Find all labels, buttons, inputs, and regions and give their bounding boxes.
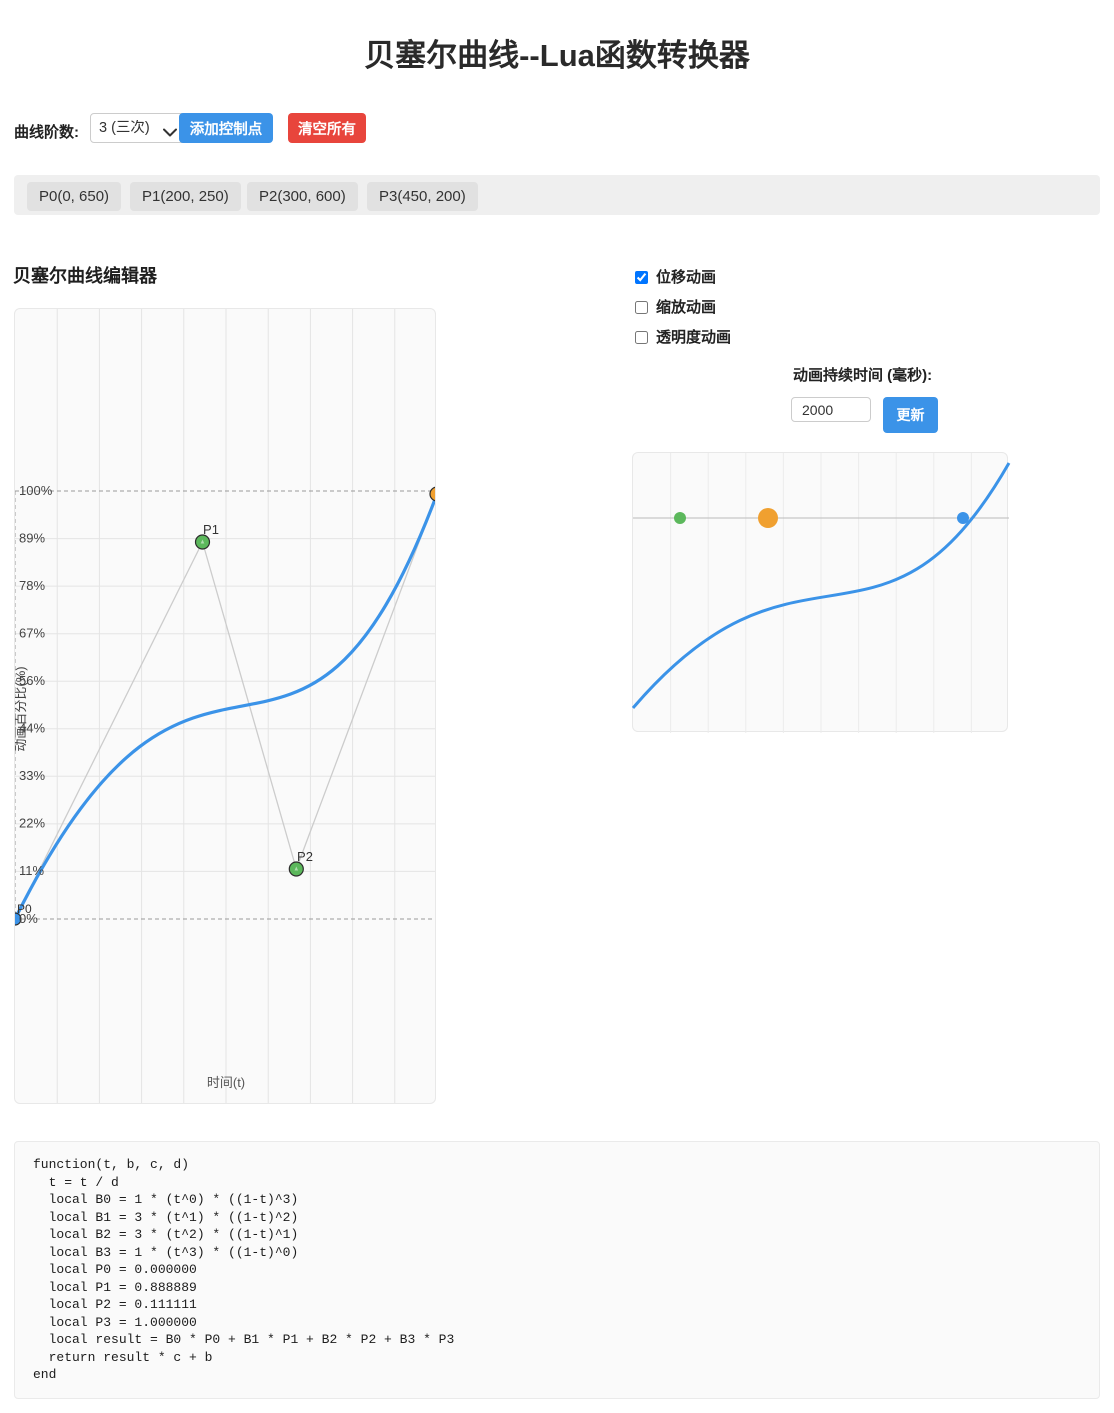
svg-text:100%: 100%: [19, 483, 53, 498]
svg-text:0%: 0%: [19, 911, 38, 926]
svg-text:33%: 33%: [19, 768, 45, 783]
svg-text:P2: P2: [297, 849, 313, 864]
svg-text:89%: 89%: [19, 531, 45, 546]
svg-text:11%: 11%: [19, 863, 44, 878]
svg-text:时间(t): 时间(t): [207, 1075, 245, 1090]
svg-text:动画百分比(%): 动画百分比(%): [14, 666, 28, 751]
svg-text:22%: 22%: [19, 816, 45, 831]
svg-text:78%: 78%: [19, 578, 45, 593]
svg-text:P1: P1: [203, 522, 219, 537]
svg-text:67%: 67%: [19, 626, 45, 641]
